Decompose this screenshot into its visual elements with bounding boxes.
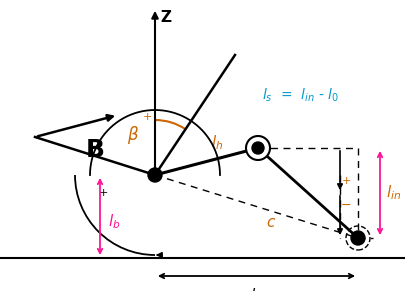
Text: B: B [85, 138, 104, 162]
Circle shape [351, 231, 365, 245]
Circle shape [252, 142, 264, 154]
Text: $l_s$  =  $l_{in}$ - $l_0$: $l_s$ = $l_{in}$ - $l_0$ [262, 86, 339, 104]
Text: $l_h$: $l_h$ [211, 133, 223, 152]
Text: c: c [266, 215, 274, 230]
Circle shape [246, 136, 270, 160]
Text: +: + [341, 176, 351, 186]
Text: $l_a$: $l_a$ [250, 286, 262, 291]
Text: Z: Z [160, 10, 171, 25]
Text: +: + [98, 188, 108, 198]
Circle shape [148, 168, 162, 182]
Text: $l_b$: $l_b$ [108, 212, 120, 231]
Text: +: + [142, 112, 152, 122]
Text: $l_{in}$: $l_{in}$ [386, 184, 401, 202]
Text: $\beta$: $\beta$ [127, 124, 139, 146]
Text: −: − [341, 198, 351, 212]
